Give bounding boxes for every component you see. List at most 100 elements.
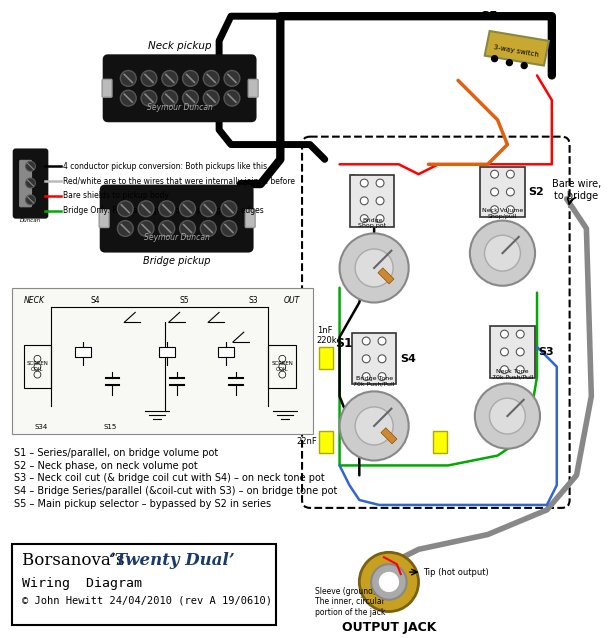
FancyBboxPatch shape	[248, 79, 258, 97]
Circle shape	[183, 71, 199, 86]
Text: Sleeve (ground).
The inner, circular
portion of the jack: Sleeve (ground). The inner, circular por…	[315, 587, 386, 617]
Circle shape	[507, 170, 514, 178]
Text: S4 – Bridge Series/parallel (&coil-cut with S3) – on bridge tone pot: S4 – Bridge Series/parallel (&coil-cut w…	[13, 486, 337, 496]
Circle shape	[489, 398, 525, 434]
Circle shape	[203, 90, 219, 106]
Text: S1 – Series/parallel, on bridge volume pot: S1 – Series/parallel, on bridge volume p…	[13, 448, 218, 457]
Circle shape	[371, 564, 407, 600]
Text: S5: S5	[480, 10, 497, 23]
Text: S15: S15	[104, 424, 117, 430]
Circle shape	[376, 197, 384, 205]
Text: 1nF
220k: 1nF 220k	[317, 325, 337, 345]
Circle shape	[360, 179, 368, 187]
Circle shape	[378, 571, 400, 593]
Circle shape	[516, 348, 524, 356]
Text: Bridge Only: Rotate magnet to swap long thin edges: Bridge Only: Rotate magnet to swap long …	[63, 206, 264, 215]
Circle shape	[362, 337, 370, 345]
Text: S2: S2	[529, 187, 544, 197]
Circle shape	[470, 221, 535, 286]
Text: S3: S3	[249, 295, 258, 304]
Bar	[159, 347, 175, 357]
Circle shape	[500, 366, 508, 374]
Circle shape	[141, 71, 157, 86]
Text: S4: S4	[91, 295, 100, 304]
Circle shape	[340, 234, 409, 302]
Polygon shape	[485, 31, 549, 66]
Circle shape	[355, 407, 393, 445]
Polygon shape	[381, 428, 397, 444]
Circle shape	[159, 201, 175, 217]
Text: Bridge
Shop pot: Bridge Shop pot	[351, 174, 379, 185]
Circle shape	[120, 71, 136, 86]
Circle shape	[376, 179, 384, 187]
Circle shape	[492, 56, 497, 62]
Circle shape	[340, 391, 409, 461]
Text: 3-way switch: 3-way switch	[493, 44, 540, 57]
Circle shape	[507, 59, 513, 66]
Circle shape	[500, 348, 508, 356]
Circle shape	[516, 366, 524, 374]
Bar	[24, 345, 51, 389]
Text: Bridge
Shop pot: Bridge Shop pot	[358, 218, 386, 228]
Circle shape	[378, 355, 386, 363]
Circle shape	[183, 90, 199, 106]
Circle shape	[120, 90, 136, 106]
Wedge shape	[359, 553, 419, 612]
Circle shape	[360, 214, 368, 223]
Text: Borsanova’s: Borsanova’s	[21, 553, 130, 569]
Circle shape	[117, 201, 133, 217]
Circle shape	[362, 355, 370, 363]
Bar	[268, 345, 296, 389]
Text: 4 conductor pickup conversion: Both pickups like this: 4 conductor pickup conversion: Both pick…	[63, 162, 267, 171]
FancyBboxPatch shape	[101, 186, 252, 251]
Bar	[12, 288, 313, 434]
Text: Bare wire,
to bridge: Bare wire, to bridge	[552, 179, 601, 201]
Circle shape	[491, 170, 499, 178]
FancyBboxPatch shape	[104, 56, 255, 121]
Circle shape	[221, 221, 237, 236]
Text: S5: S5	[180, 295, 189, 304]
Text: Seymour Duncan: Seymour Duncan	[144, 234, 210, 242]
Text: Bridge pickup: Bridge pickup	[143, 256, 210, 266]
Circle shape	[224, 90, 240, 106]
Circle shape	[200, 201, 216, 217]
Text: NECK: NECK	[24, 295, 45, 304]
Circle shape	[362, 373, 370, 380]
Circle shape	[26, 178, 35, 188]
FancyBboxPatch shape	[102, 79, 112, 97]
Bar	[218, 347, 234, 357]
Text: Neck Volume
Shop/pull: Neck Volume Shop/pull	[482, 208, 523, 219]
FancyBboxPatch shape	[13, 149, 47, 218]
Text: S1: S1	[335, 337, 353, 350]
Circle shape	[507, 206, 514, 214]
Circle shape	[26, 195, 35, 205]
Circle shape	[491, 188, 499, 196]
Circle shape	[507, 188, 514, 196]
Circle shape	[141, 90, 157, 106]
Bar	[12, 544, 276, 625]
Text: 22nF: 22nF	[296, 437, 317, 446]
Bar	[433, 431, 447, 452]
Text: OUT: OUT	[284, 295, 299, 304]
Text: © John Hewitt 24/04/2010 (rev A 19/0610): © John Hewitt 24/04/2010 (rev A 19/0610)	[21, 596, 272, 605]
Bar	[490, 326, 535, 378]
Circle shape	[378, 373, 386, 380]
Text: Neck pickup: Neck pickup	[148, 41, 211, 51]
Text: S34: S34	[35, 424, 48, 430]
Polygon shape	[378, 268, 394, 284]
Circle shape	[485, 235, 521, 271]
Circle shape	[500, 330, 508, 338]
Text: Duncan: Duncan	[20, 218, 41, 223]
Circle shape	[159, 221, 175, 236]
Text: S3 – Neck coil cut (& bridge coil cut with S4) – on neck tone pot: S3 – Neck coil cut (& bridge coil cut wi…	[13, 473, 324, 484]
Circle shape	[162, 71, 178, 86]
Text: SCREEN
COIL: SCREEN COIL	[271, 361, 293, 372]
Bar	[352, 333, 397, 385]
Bar	[75, 347, 91, 357]
Text: S3: S3	[538, 347, 554, 357]
Circle shape	[117, 221, 133, 236]
FancyBboxPatch shape	[99, 210, 109, 228]
Bar	[319, 347, 332, 369]
FancyBboxPatch shape	[20, 160, 32, 207]
Circle shape	[378, 337, 386, 345]
